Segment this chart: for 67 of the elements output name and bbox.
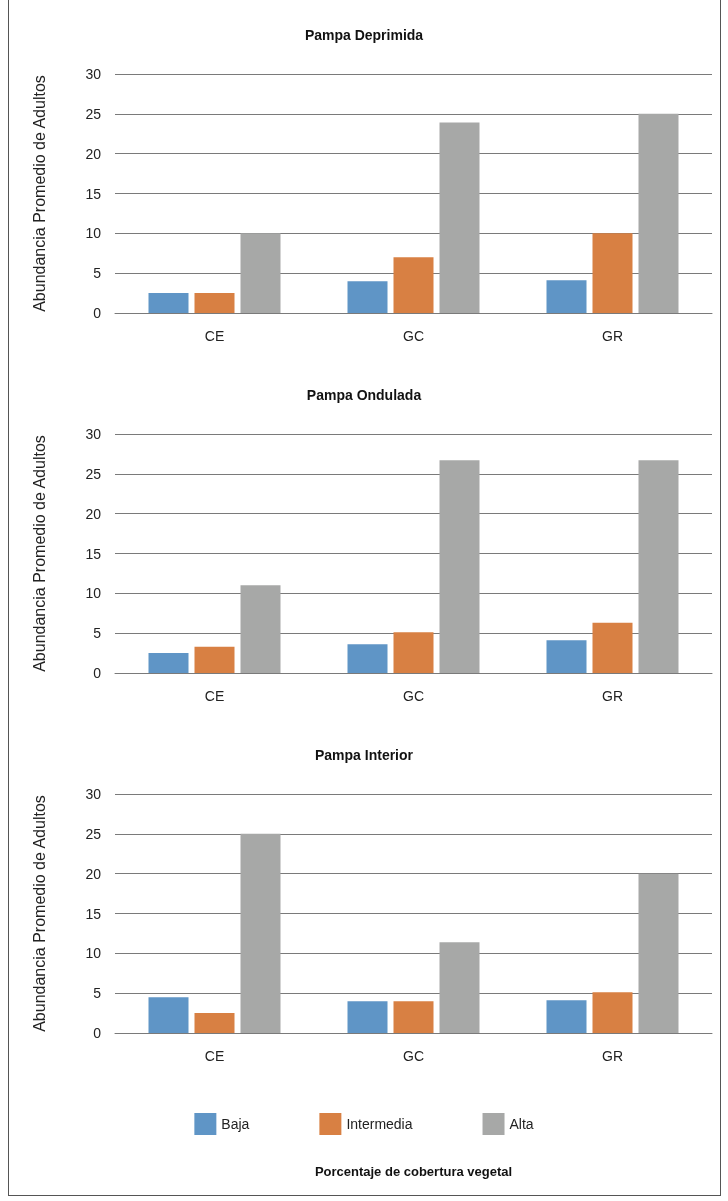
bar [240,833,281,1033]
bar [439,942,480,1033]
y-axis-title: Abundancia Promedio de Adultos [30,435,48,672]
chart-title: Pampa Ondulada [306,387,422,403]
x-tick-label: CE [204,688,225,704]
bar [148,653,189,673]
bar [592,233,633,313]
y-tick-label: 30 [85,786,102,802]
bar [240,233,281,313]
y-tick-label: 15 [85,545,102,562]
x-tick-label: GC [403,328,424,344]
legend-label: Baja [221,1116,250,1132]
bar [240,585,281,673]
bar [439,122,480,313]
x-tick-label: GC [403,1048,424,1064]
y-tick-label: 20 [85,505,102,522]
bar [393,1001,434,1033]
x-tick-label: CE [204,328,225,344]
x-tick-label: GR [602,328,623,344]
y-axis-title: Abundancia Promedio de Adultos [30,795,48,1032]
chart-title: Pampa Deprimida [304,27,424,43]
bar [546,640,587,673]
y-tick-label: 30 [85,426,102,442]
bar [148,293,189,313]
bar [546,1000,587,1033]
y-tick-label: 5 [93,265,102,282]
y-tick-label: 15 [85,185,102,202]
x-tick-label: GR [602,1048,623,1064]
bar [194,1013,235,1033]
y-axis-title: Abundancia Promedio de Adultos [30,75,48,312]
bar [347,281,388,313]
y-tick-label: 20 [85,865,102,882]
bar [638,873,679,1033]
bar [148,997,189,1033]
bar [194,646,235,673]
y-tick-label: 0 [93,1025,102,1041]
y-tick-label: 5 [93,985,102,1002]
y-tick-label: 25 [85,825,102,842]
bar [638,113,679,313]
bar [194,293,235,313]
legend-label: Intermedia [346,1116,413,1132]
x-axis-title: Porcentaje de cobertura vegetal [314,1164,513,1179]
bar [592,992,633,1033]
legend-label: Alta [509,1116,534,1132]
x-tick-label: GR [602,688,623,704]
bar [393,632,434,673]
x-tick-label: CE [204,1048,225,1064]
bar [592,622,633,673]
bar [393,257,434,313]
x-tick-label: GC [403,688,424,704]
y-tick-label: 25 [85,465,102,482]
y-tick-label: 10 [85,945,102,962]
y-tick-label: 30 [85,66,102,82]
bar [638,460,679,673]
y-tick-label: 20 [85,145,102,162]
y-tick-label: 15 [85,905,102,922]
y-tick-label: 0 [93,305,102,321]
bar [347,1001,388,1033]
bar [439,460,480,673]
y-tick-label: 0 [93,665,102,681]
y-tick-label: 25 [85,105,102,122]
y-tick-label: 10 [85,585,102,602]
y-tick-label: 10 [85,225,102,242]
y-tick-label: 5 [93,625,102,642]
bar [546,280,587,313]
chart-title: Pampa Interior [314,747,414,763]
bar [347,644,388,673]
